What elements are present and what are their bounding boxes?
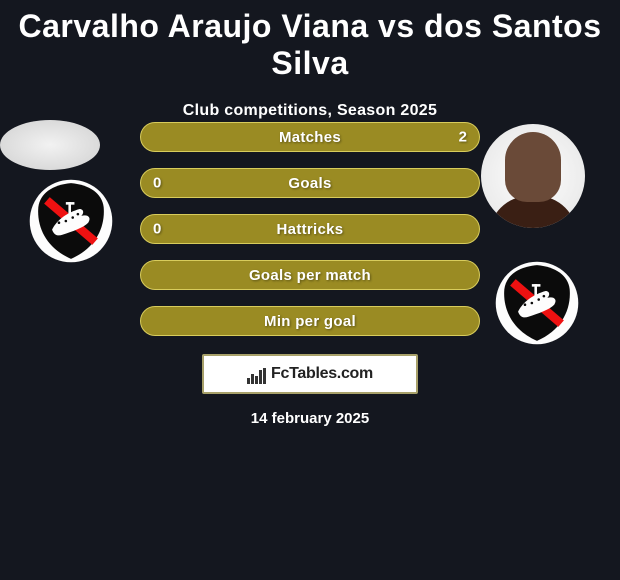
player-left-avatar (0, 120, 100, 170)
stat-row-goals-per-match: Goals per match (140, 260, 480, 290)
stat-label: Hattricks (277, 221, 344, 238)
club-crest-right (494, 260, 580, 346)
bar-chart-icon (247, 366, 267, 382)
stat-label: Goals (288, 175, 331, 192)
generated-date: 14 february 2025 (0, 410, 620, 427)
watermark-text: FcTables.com (271, 365, 373, 383)
stat-label: Goals per match (249, 267, 371, 284)
stat-label: Min per goal (264, 313, 356, 330)
club-crest-left (28, 178, 114, 264)
season-subtitle: Club competitions, Season 2025 (0, 102, 620, 120)
stat-row-goals: 0 Goals (140, 168, 480, 198)
stat-left-value: 0 (153, 175, 161, 192)
stat-right-value: 2 (459, 129, 467, 146)
stat-row-min-per-goal: Min per goal (140, 306, 480, 336)
player-right-avatar (481, 124, 585, 228)
stat-row-hattricks: 0 Hattricks (140, 214, 480, 244)
stats-container: Matches 2 0 Goals 0 Hattricks Goals per … (140, 122, 480, 352)
stat-left-value: 0 (153, 221, 161, 238)
page-title: Carvalho Araujo Viana vs dos Santos Silv… (0, 0, 620, 82)
stat-row-matches: Matches 2 (140, 122, 480, 152)
stat-label: Matches (279, 129, 341, 146)
watermark-badge: FcTables.com (202, 354, 418, 394)
